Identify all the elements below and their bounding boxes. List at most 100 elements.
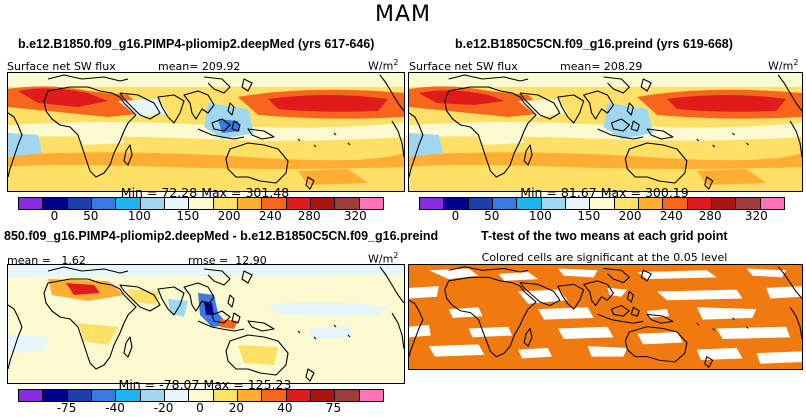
panel2-mean: mean= 208.29 [560,60,642,73]
panel3-rmse: rmse = 12.90 [188,254,267,267]
panel3-rmse-label: rmse = [188,254,229,267]
colorbar-swatch [492,198,518,209]
panel4-subtitle: Colored cells are significant at the 0.0… [481,251,728,264]
colorbar-swatch [359,390,383,401]
colorbar-swatch [43,390,68,401]
panel3-units-text: W/m [368,252,394,266]
panel3-units-exp: 2 [393,251,399,260]
panel2-minmax: Min = 81.67 Max = 300.19 [408,185,801,200]
colorbar-tick-label: -40 [105,401,125,415]
colorbar-tick-label: 320 [744,209,768,223]
panel2-colorbar-ticks: 0 50 100 150 200 240 280 320 [419,209,783,223]
colorbar-tick-label: 40 [277,401,293,415]
panel1-units-exp: 2 [393,58,399,67]
colorbar-swatch [687,198,712,209]
colorbar-swatch [310,390,336,401]
panel3-title: 850.f09_g16.PIMP4-pliomip2.deepMed - b.e… [4,229,439,243]
panel2-mean-label: mean= [560,60,601,73]
panel2-units: W/m2 [768,58,798,73]
panel1-max-label: Max = [201,185,242,200]
colorbar-tick-label: 200 [618,209,642,223]
colorbar-tick-label: 0 [50,209,59,223]
panel3-rmse-value: 12.90 [235,254,267,267]
colorbar-tick-label: 100 [127,209,151,223]
colorbar-swatch [67,390,92,401]
panel3-colorbar [18,389,384,402]
colorbar-swatch [359,198,383,209]
panel3-max-value: 125.23 [247,377,292,392]
colorbar-swatch [43,198,68,209]
panel2-mean-value: 208.29 [603,60,643,73]
colorbar-tick-label: 240 [258,209,282,223]
colorbar-swatch [91,198,117,209]
panel2-max-label: Max = [600,185,641,200]
colorbar-swatch [237,390,263,401]
panel2-min-label: Min = [520,185,557,200]
colorbar-tick-label: 320 [343,209,367,223]
colorbar-tick-label: 0 [196,401,204,415]
colorbar-swatch [286,390,311,401]
colorbar-swatch [164,198,190,209]
colorbar-tick-label: -20 [153,401,174,415]
panel3-mean: mean = 1.62 [7,254,86,267]
colorbar-tick-label: 280 [698,209,722,223]
colorbar-swatch [638,198,664,209]
panel1-variable: Surface net SW flux [7,60,116,73]
panel3-mean-value: 1.62 [61,254,86,267]
panel1-min-value: 72.28 [161,185,198,200]
panel1-mean-value: 209.92 [201,60,241,73]
colorbar-swatch [67,198,92,209]
panel4-title: T-test of the two means at each grid poi… [481,229,728,243]
colorbar-swatch [565,198,591,209]
colorbar-tick-label: 75 [325,401,342,415]
colorbar-swatch [335,390,360,401]
panel3-max-label: Max = [203,377,244,392]
panel3-units: W/m2 [368,251,398,266]
panel1-map [7,72,405,192]
colorbar-swatch [237,198,263,209]
colorbar-swatch [590,198,615,209]
colorbar-swatch [91,390,117,401]
panel1-units-text: W/m [368,59,394,73]
colorbar-swatch [760,198,784,209]
colorbar-swatch [444,198,469,209]
panel3-mean-label: mean = [7,254,51,267]
panel2-map [408,72,803,192]
panel1-mean: mean= 209.92 [158,60,240,73]
panel3-colorbar-ticks: -75 -40 -20 0 20 40 75 [18,401,382,415]
colorbar-swatch [420,198,445,209]
colorbar-swatch [213,390,238,401]
panel3-map [7,264,405,384]
colorbar-swatch [164,390,190,401]
colorbar-tick-label: 20 [228,401,245,415]
colorbar-swatch [663,198,688,209]
panel1-minmax: Min = 72.28 Max = 301.48 [7,185,403,200]
colorbar-swatch [189,390,214,401]
colorbar-tick-label: -75 [56,401,77,415]
colorbar-tick-label: 240 [659,209,683,223]
panel2-min-value: 81.67 [560,185,597,200]
colorbar-swatch [468,198,493,209]
page-title: MAM [374,2,431,27]
colorbar-swatch [286,198,311,209]
panel2-colorbar [419,197,785,210]
panel2-units-exp: 2 [793,58,799,67]
colorbar-swatch [262,390,287,401]
colorbar-swatch [19,390,44,401]
colorbar-tick-label: 0 [451,209,460,223]
panel1-max-value: 301.48 [245,185,290,200]
panel3-min-value: -78.07 [159,377,200,392]
colorbar-swatch [116,390,141,401]
panel4-map [408,264,803,370]
colorbar-swatch [189,198,214,209]
panel3-minmax: Min = -78.07 Max = 125.23 [7,377,403,392]
panel2-title: b.e12.B1850C5CN.f09_g16.preind (yrs 619-… [455,37,733,51]
panel1-colorbar [18,197,384,210]
colorbar-swatch [116,198,141,209]
colorbar-swatch [140,198,165,209]
panel1-units: W/m2 [368,58,398,73]
colorbar-swatch [19,198,44,209]
colorbar-swatch [711,198,737,209]
colorbar-swatch [262,198,287,209]
colorbar-tick-label: 150 [577,209,601,223]
